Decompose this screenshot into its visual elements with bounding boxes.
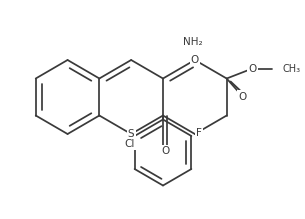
Text: S: S [128,129,135,139]
Text: O: O [191,55,199,65]
Text: O: O [162,147,170,157]
Text: F: F [196,128,202,138]
Text: O: O [239,92,247,101]
Text: CH₃: CH₃ [282,64,300,74]
Text: NH₂: NH₂ [183,37,203,47]
Text: Cl: Cl [124,139,135,149]
Text: O: O [248,64,257,74]
